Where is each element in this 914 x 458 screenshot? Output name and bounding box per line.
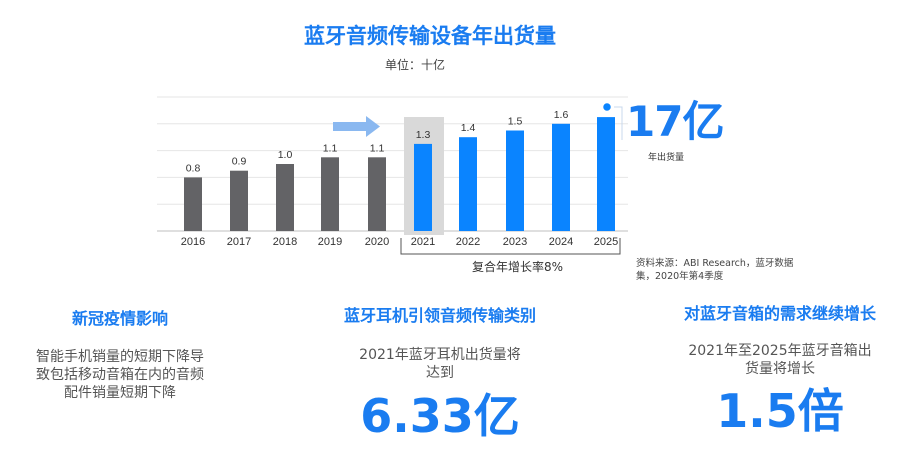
text-line: 智能手机销量的短期下降导: [36, 349, 204, 365]
bar-2024: [552, 123, 570, 231]
value-label-2019: 1.1: [323, 142, 338, 154]
x-tick-2021: 2021: [411, 236, 435, 248]
chart-title: 蓝牙音频传输设备年出货量: [304, 24, 556, 48]
x-tick-2025: 2025: [594, 236, 618, 248]
text-line: 2021年至2025年蓝牙音箱出: [688, 343, 872, 359]
x-tick-2020: 2020: [365, 236, 389, 248]
covid-impact-title: 新冠疫情影响: [71, 309, 168, 328]
callout-line: [614, 106, 623, 140]
x-tick-2016: 2016: [181, 236, 205, 248]
bar-2016: [184, 177, 202, 231]
earbuds-title: 蓝牙耳机引领音频传输类别: [343, 306, 536, 325]
value-labels: 0.8 0.9 1.0 1.1 1.1 1.3 1.4 1.5 1.6: [186, 109, 569, 175]
text-line: 致包括移动音箱在内的音频: [36, 367, 204, 383]
arrow-icon: [333, 116, 380, 137]
bar-chart: 0.8 0.9 1.0 1.1 1.1 1.3 1.4 1.5 1.6 2016 2017 2018…: [157, 96, 628, 255]
value-label-2020: 1.1: [370, 142, 385, 154]
x-tick-2023: 2023: [503, 236, 527, 248]
bar-2020: [368, 157, 386, 231]
bars: [184, 117, 615, 231]
covid-impact-text: 智能手机销量的短期下降导 致包括移动音箱在内的音频 配件销量短期下降: [10, 348, 230, 402]
value-label-2016: 0.8: [186, 162, 201, 174]
earbuds-big-number: 6.33亿: [360, 389, 520, 443]
speakers-title: 对蓝牙音箱的需求继续增长: [683, 304, 876, 323]
unit-label: 单位：十亿: [384, 58, 445, 72]
callout-marker: [601, 101, 613, 113]
x-tick-2024: 2024: [549, 236, 573, 248]
speakers-text: 2021年至2025年蓝牙音箱出 货量将增长: [670, 342, 890, 378]
value-label-2023: 1.5: [508, 116, 523, 128]
value-label-2018: 1.0: [278, 149, 293, 161]
value-label-2017: 0.9: [232, 156, 247, 168]
source-note: 资料来源：ABI Research，蓝牙数据集，2020年第4季度: [636, 258, 794, 282]
gridlines: [157, 96, 628, 232]
value-label-2024: 1.6: [554, 109, 569, 121]
x-tick-labels: 2016 2017 2018 2019 2020 2021 2022 2023 2024 2025: [181, 236, 618, 248]
x-tick-2017: 2017: [227, 236, 251, 248]
bar-2017: [230, 170, 248, 231]
text-line: 配件销量短期下降: [64, 385, 176, 401]
earbuds-text: 2021年蓝牙耳机出货量将 达到: [330, 346, 550, 382]
bar-2019: [321, 157, 339, 231]
forecast-bracket: [400, 238, 621, 255]
speakers-big-number: 1.5倍: [716, 384, 844, 438]
callout-big-number: 17亿: [626, 97, 724, 146]
text-line: 货量将增长: [745, 361, 815, 377]
text-line: 2021年蓝牙耳机出货量将: [359, 347, 521, 363]
x-tick-2018: 2018: [273, 236, 297, 248]
bar-2022: [459, 137, 477, 231]
callout-caption: 年出货量: [648, 153, 685, 163]
value-label-2022: 1.4: [461, 122, 476, 134]
value-label-2021: 1.3: [416, 129, 431, 141]
bar-2025: [597, 117, 615, 231]
x-tick-2022: 2022: [456, 236, 480, 248]
x-tick-2019: 2019: [318, 236, 342, 248]
bar-2021: [414, 143, 432, 231]
bar-2018: [276, 164, 294, 231]
bar-2023: [506, 130, 524, 231]
cagr-label: 复合年增长率8%: [472, 260, 564, 274]
text-line: 达到: [426, 365, 454, 381]
